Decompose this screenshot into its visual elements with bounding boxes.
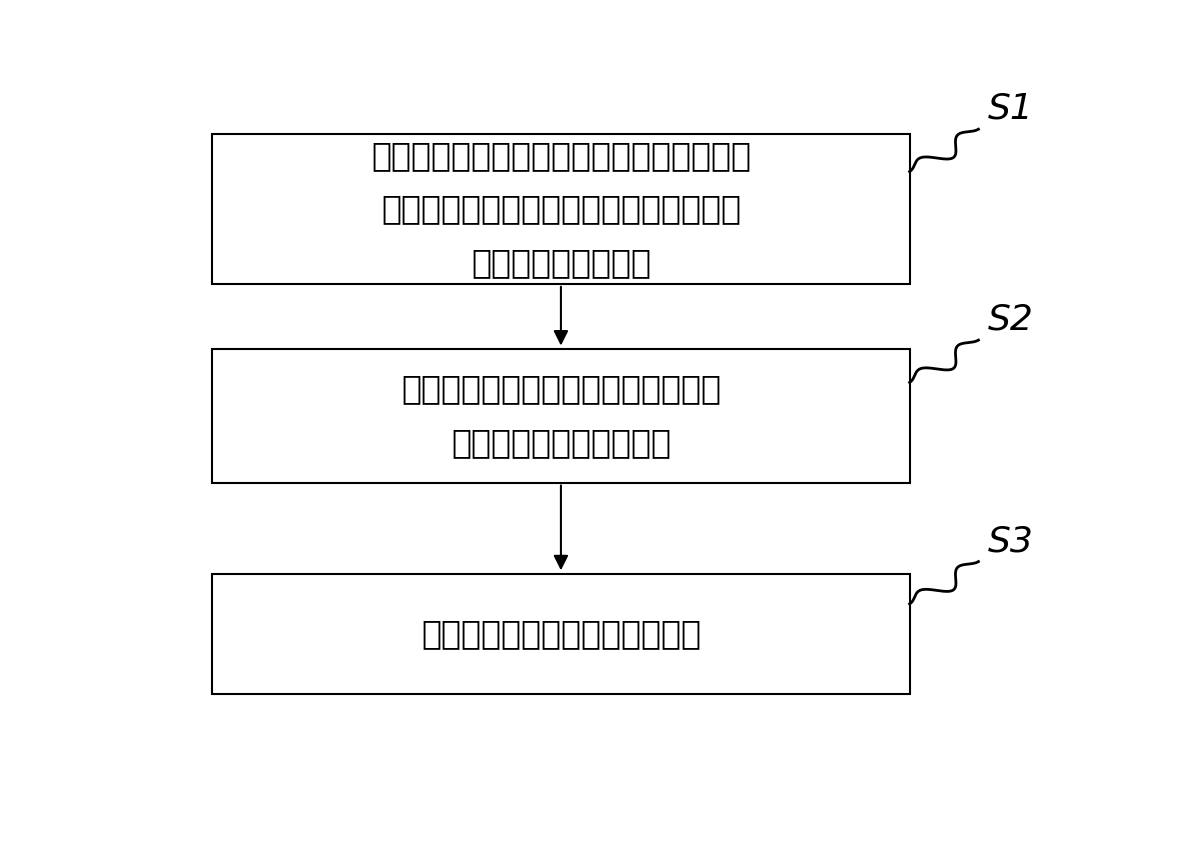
Text: S3: S3 — [987, 525, 1034, 558]
Bar — [212, 349, 909, 482]
Bar — [212, 135, 909, 284]
Text: S1: S1 — [987, 92, 1034, 126]
Bar — [212, 574, 909, 695]
Text: S2: S2 — [987, 303, 1034, 337]
Text: 扫描当前的无线信道，统计每个无线信道上
的各个无线路由器到新接入无线路由器的
无线信号强度指示值: 扫描当前的无线信道，统计每个无线信道上 的各个无线路由器到新接入无线路由器的 无… — [371, 139, 751, 279]
Text: 根据得到的所述无线信号强度指示值
计算干扰最小的无线信道: 根据得到的所述无线信号强度指示值 计算干扰最小的无线信道 — [401, 372, 721, 459]
Text: 设置连接到干扰最小的无线信道: 设置连接到干扰最小的无线信道 — [422, 618, 701, 651]
